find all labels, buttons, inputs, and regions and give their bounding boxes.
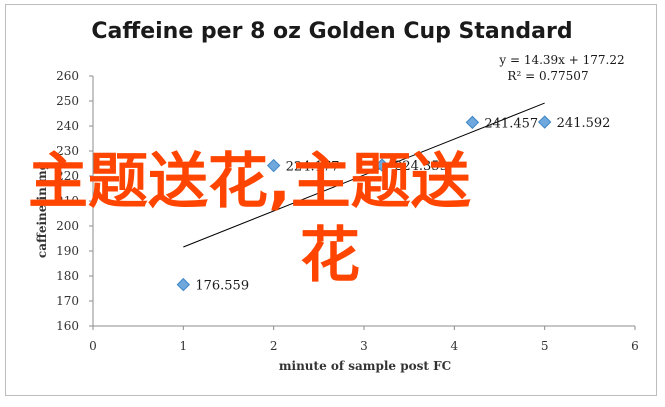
x-tick-label: 2 (270, 339, 278, 353)
trendline (183, 102, 545, 248)
data-point (176, 277, 191, 292)
data-point (465, 115, 480, 130)
data-point (537, 115, 552, 129)
y-axis-label: caffeine in mg (35, 161, 49, 258)
chart-title: Caffeine per 8 oz Golden Cup Standard (91, 19, 572, 44)
data-label: 241.592 (557, 116, 611, 131)
x-axis-label: minute of sample post FC (279, 359, 451, 373)
y-tick-label: 180 (56, 269, 79, 283)
data-point (266, 158, 281, 173)
y-tick-label: 200 (56, 219, 79, 233)
trendline-r-squared: R² = 0.77507 (507, 69, 588, 83)
data-label: 224.177 (286, 160, 340, 175)
x-tick-label: 1 (180, 339, 188, 353)
y-tick-label: 240 (56, 119, 79, 133)
x-tick-label: 5 (541, 339, 549, 353)
watermark-line-1: 主题送花,主题送 (28, 147, 471, 217)
data-points: 176.559 224.177 224.359 241.457 241.592 (176, 115, 611, 294)
y-tick-label: 230 (56, 144, 79, 158)
y-tick-label: 260 (56, 69, 79, 83)
x-tick-labels: 0 1 2 3 4 5 6 (89, 326, 639, 353)
y-tick-label: 210 (56, 194, 79, 208)
x-tick-label: 3 (360, 339, 368, 353)
y-tick-label: 220 (56, 169, 79, 183)
y-tick-label: 160 (56, 319, 79, 333)
x-tick-label: 4 (451, 339, 459, 353)
watermark-line-2: 花 (300, 221, 360, 291)
x-tick-label: 6 (631, 339, 639, 353)
chart-frame (5, 4, 657, 396)
data-label: 241.457 (484, 116, 538, 131)
data-label: 176.559 (195, 279, 249, 294)
y-tick-label: 190 (56, 244, 79, 258)
data-label: 224.359 (394, 159, 448, 174)
trendline-equation: y = 14.39x + 177.22 (498, 53, 624, 67)
data-point (375, 158, 389, 172)
y-tick-label: 250 (56, 94, 79, 108)
y-tick-labels: 160 170 180 190 200 210 220 230 240 250 260 (56, 69, 93, 333)
y-tick-label: 170 (56, 294, 79, 308)
x-tick-label: 0 (89, 339, 97, 353)
